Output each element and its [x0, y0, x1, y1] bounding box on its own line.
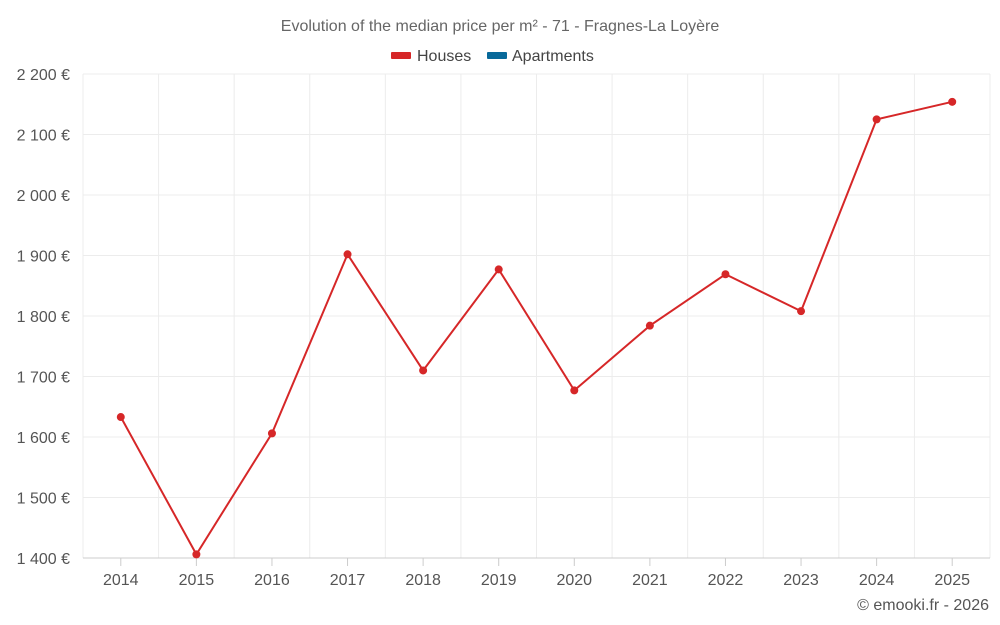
x-tick-label: 2024 [859, 572, 895, 589]
axis-layer [83, 557, 990, 566]
x-tick-label: 2018 [405, 572, 441, 589]
chart-title: Evolution of the median price per m² - 7… [281, 18, 720, 35]
label-layer: 1 400 € 1 500 € 1 600 € 1 700 € 1 800 € 1 900… [17, 67, 970, 589]
legend-label-apartments: Apartments [512, 48, 594, 65]
y-tick-label: 2 100 € [17, 128, 70, 145]
series-layer [116, 97, 957, 559]
grid-layer [82, 73, 991, 558]
series-line-houses [119, 100, 953, 557]
x-tick-label: 2016 [254, 572, 290, 589]
legend-item-houses[interactable]: Houses [391, 48, 471, 65]
x-tick-label: 2025 [934, 572, 970, 589]
data-point-houses-2024[interactable] [872, 115, 881, 124]
legend: Houses Apartments [391, 48, 594, 65]
y-tick-label: 1 400 € [17, 551, 70, 568]
data-point-houses-2021[interactable] [645, 321, 654, 330]
y-tick-label: 1 800 € [17, 309, 70, 326]
y-tick-label: 2 000 € [17, 188, 70, 205]
x-tick-label: 2023 [783, 572, 819, 589]
data-point-houses-2025[interactable] [948, 97, 957, 106]
y-tick-label: 1 700 € [17, 370, 70, 387]
data-point-houses-2014[interactable] [116, 413, 125, 422]
data-point-houses-2018[interactable] [419, 366, 428, 375]
y-tick-label: 1 600 € [17, 430, 70, 447]
y-tick-label: 1 500 € [17, 491, 70, 508]
credit-text[interactable]: © emooki.fr - 2026 [857, 597, 989, 614]
x-tick-label: 2021 [632, 572, 668, 589]
x-tick-label: 2019 [481, 572, 517, 589]
legend-swatch-apartments [487, 52, 507, 59]
data-point-houses-2019[interactable] [494, 265, 503, 274]
data-point-houses-2016[interactable] [267, 429, 276, 438]
data-point-houses-2020[interactable] [570, 386, 579, 395]
data-point-houses-2023[interactable] [797, 307, 806, 316]
x-tick-label: 2015 [179, 572, 215, 589]
x-tick-label: 2017 [330, 572, 366, 589]
legend-swatch-houses [391, 52, 411, 59]
y-tick-label: 1 900 € [17, 249, 70, 266]
legend-item-apartments[interactable]: Apartments [487, 48, 594, 65]
x-tick-label: 2020 [556, 572, 592, 589]
data-point-houses-2017[interactable] [343, 250, 352, 259]
y-tick-label: 2 200 € [17, 67, 70, 84]
data-point-houses-2022[interactable] [721, 270, 730, 279]
legend-label-houses: Houses [417, 48, 471, 65]
x-tick-label: 2022 [708, 572, 744, 589]
x-tick-label: 2014 [103, 572, 139, 589]
data-point-houses-2015[interactable] [192, 550, 201, 559]
